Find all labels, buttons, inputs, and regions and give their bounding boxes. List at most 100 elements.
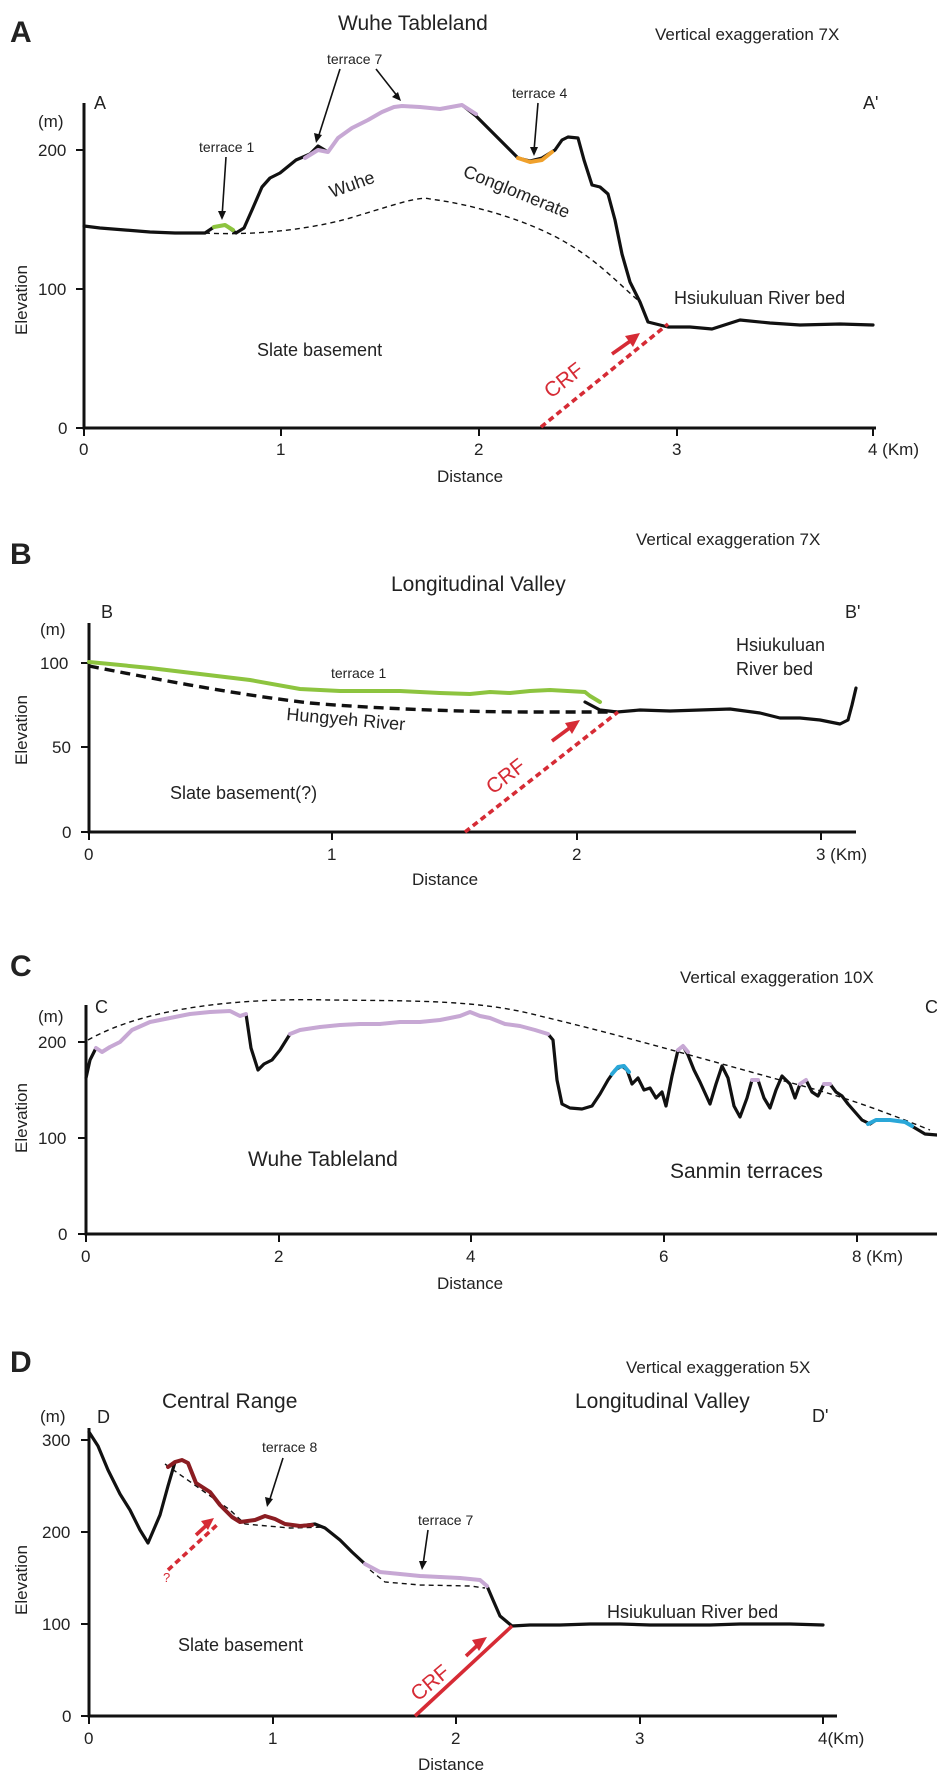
panel-a-terrace4-label: terrace 4 <box>512 85 567 101</box>
panel-b-xtick-label: 2 <box>572 845 581 864</box>
panel-d-xtick-label: 2 <box>451 1729 460 1748</box>
panel-a-letter: A <box>10 16 32 49</box>
panel-d-xtick-label: 1 <box>268 1729 277 1748</box>
panel-b-unit: (m) <box>40 620 65 639</box>
panel-d-arrowhead <box>265 1497 273 1507</box>
panel-d-terrace8-arrow <box>268 1457 284 1503</box>
panel-a-terrace4-arrow <box>533 102 539 152</box>
panel-d-ytick-label: 300 <box>42 1431 70 1450</box>
panel-d-terrace8-label: terrace 8 <box>262 1439 317 1455</box>
panel-c-terrace-lilac-2 <box>288 1010 550 1036</box>
panel-d-terrace7-label: terrace 7 <box>418 1512 473 1528</box>
panel-d-letter: D <box>10 1346 32 1379</box>
panel-d-end-label: D' <box>812 1406 828 1426</box>
panel-d-crf-line <box>413 1624 514 1718</box>
panel-a-terrace-1 <box>212 223 235 232</box>
panel-c-envelope-line <box>87 999 931 1131</box>
panel-b-terrace1-label: terrace 1 <box>331 665 386 681</box>
panel-d-ytick-label: 0 <box>62 1707 71 1726</box>
panel-d-xlabel: Distance <box>418 1755 484 1773</box>
panel-d-start-label: D <box>97 1407 110 1427</box>
panel-b-river-label-2: River bed <box>736 659 813 679</box>
panel-b-end-label: B' <box>845 602 860 622</box>
panel-b-crf-label: CRF <box>482 754 530 799</box>
panel-b-hungyeh-label: Hungyeh River <box>286 704 406 734</box>
panel-a-unit: (m) <box>38 112 63 131</box>
panel-a-arrowhead <box>392 92 401 101</box>
panel-c-exaggeration: Vertical exaggeration 10X <box>680 968 874 987</box>
panel-b-ytick-label: 50 <box>52 738 71 757</box>
panel-c-terrace-lilac-5 <box>798 1078 808 1086</box>
panel-d-xtick-label: 0 <box>84 1729 93 1748</box>
panel-b-xtick-label: 1 <box>327 845 336 864</box>
panel-a-arrowhead <box>218 211 226 220</box>
panel-d-terrace7-arrow <box>422 1529 429 1566</box>
panel-b-letter: B <box>10 538 32 571</box>
panel-d-arrowhead <box>419 1561 427 1570</box>
panel-a-terrace7-label: terrace 7 <box>327 51 382 67</box>
panel-d-dashed-lower <box>369 1569 486 1589</box>
panel-c-ylabel: Elevation <box>12 1083 31 1153</box>
panel-d-ylabel: Elevation <box>12 1545 31 1615</box>
panel-c-terrace-lilac-3 <box>676 1044 690 1054</box>
panel-a-terrace7-arrow-1 <box>317 68 341 139</box>
panel-b-xtick-label: 3 (Km) <box>816 845 867 864</box>
panel-b-title: Longitudinal Valley <box>391 573 566 596</box>
panel-a-ytick-label: 0 <box>58 419 67 438</box>
panel-a-end-label: A' <box>863 93 878 113</box>
panel-c-profile <box>84 1009 937 1137</box>
panel-a-terrace-7 <box>303 103 478 160</box>
panel-c-xtick-label: 4 <box>466 1247 475 1266</box>
panel-b-xlabel: Distance <box>412 870 478 889</box>
panel-a-xlabel: Distance <box>437 467 503 486</box>
panel-d-ytick-label: 200 <box>42 1523 70 1542</box>
panel-c-xtick-label: 2 <box>274 1247 283 1266</box>
panel-a-xtick-label: 1 <box>276 440 285 459</box>
panel-b-profile <box>583 686 858 726</box>
panel-a-ytick-label: 100 <box>38 280 66 299</box>
panel-d-terrace-7 <box>363 1562 489 1588</box>
panel-a-crf-line <box>539 322 670 429</box>
panel-a-river-label: Hsiukuluan River bed <box>674 288 845 308</box>
panel-d-xtick-label: 3 <box>635 1729 644 1748</box>
panel-a-xtick-label: 2 <box>474 440 483 459</box>
panel-c-sanmin-label: Sanmin terraces <box>670 1160 823 1183</box>
panel-a-exaggeration: Vertical exaggeration 7X <box>655 25 839 44</box>
panel-a-terrace-4 <box>516 150 554 164</box>
panel-a-slate-label: Slate basement <box>257 340 382 360</box>
panel-b-exaggeration: Vertical exaggeration 7X <box>636 530 820 549</box>
panel-d-slate-label: Slate basement <box>178 1635 303 1655</box>
panel-c-xtick-label: 6 <box>659 1247 668 1266</box>
panel-b-crf-arrowhead <box>565 720 580 734</box>
panel-b-xtick-label: 0 <box>84 845 93 864</box>
panel-b-slate-label: Slate basement(?) <box>170 783 317 803</box>
panel-a-crf-arrowhead <box>625 333 640 347</box>
panel-b-terrace-1 <box>87 660 602 704</box>
panel-d-unit: (m) <box>40 1407 65 1426</box>
panel-c-terrace-blue-1 <box>610 1064 631 1076</box>
panel-a-terrace7-arrow-2 <box>375 68 399 98</box>
panel-c-unit: (m) <box>38 1007 63 1026</box>
panel-c-end-label: C <box>925 997 937 1017</box>
panel-c-letter: C <box>10 950 32 983</box>
panel-c-xlabel: Distance <box>437 1274 503 1293</box>
panel-d-river-label: Hsiukuluan River bed <box>607 1602 778 1622</box>
panel-d-dashed-upper <box>164 1463 326 1529</box>
panel-a-terrace1-label: terrace 1 <box>199 139 254 155</box>
panel-a: A Wuhe Tableland Vertical exaggeration 7… <box>10 12 919 486</box>
panel-a-xtick-label: 0 <box>79 440 88 459</box>
panel-c: C Vertical exaggeration 10X C C (m) 0 10… <box>10 950 937 1293</box>
panel-a-start-label: A <box>94 93 106 113</box>
panel-c-terrace-blue-2 <box>866 1118 914 1128</box>
panel-a-xtick-label: 3 <box>672 440 681 459</box>
panel-b-ytick-label: 0 <box>62 823 71 842</box>
panel-c-terrace-lilac-1 <box>94 1009 248 1054</box>
panel-c-ytick-label: 0 <box>58 1225 67 1244</box>
panel-d-question-mark: ? <box>163 1570 170 1585</box>
panel-d-crf-arrowhead <box>472 1637 487 1651</box>
panel-c-axes <box>84 1005 937 1236</box>
panel-b-river-label-1: Hsiukuluan <box>736 635 825 655</box>
panel-a-terrace1-arrow <box>221 156 227 218</box>
panel-b-crf-line <box>463 710 620 834</box>
